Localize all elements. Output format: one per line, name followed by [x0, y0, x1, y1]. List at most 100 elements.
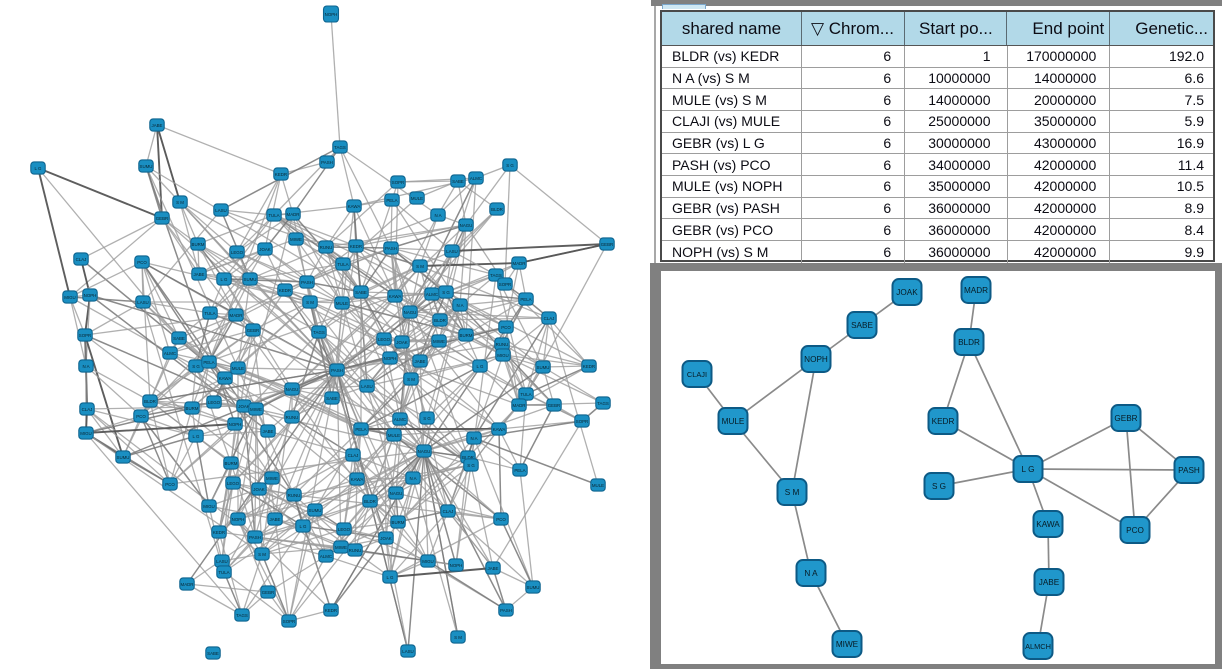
svg-text:N A: N A [804, 569, 818, 578]
svg-text:KEDR: KEDR [275, 172, 287, 177]
svg-text:SOPR: SOPR [392, 180, 404, 185]
svg-text:PELA: PELA [520, 297, 531, 302]
svg-text:SABE: SABE [207, 651, 219, 656]
svg-text:PASH: PASH [249, 535, 261, 540]
svg-text:LEGO: LEGO [231, 250, 244, 255]
svg-text:NOPH: NOPH [325, 12, 338, 17]
svg-text:SUMU: SUMU [244, 277, 257, 282]
svg-text:N A: N A [434, 213, 441, 218]
svg-text:S M: S M [306, 300, 314, 305]
svg-text:SOPR: SOPR [499, 282, 511, 287]
svg-text:CLAJ: CLAJ [544, 316, 555, 321]
svg-text:RUNU: RUNU [286, 415, 299, 420]
svg-text:RUNU: RUNU [320, 245, 333, 250]
svg-text:MIGU: MIGU [64, 295, 75, 300]
svg-text:GEBR: GEBR [262, 590, 274, 595]
svg-text:L G: L G [221, 277, 228, 282]
svg-text:PASH: PASH [301, 280, 313, 285]
svg-text:S G: S G [442, 290, 450, 295]
svg-text:TULA: TULA [218, 570, 229, 575]
svg-text:NAGU: NAGU [390, 491, 403, 496]
svg-text:NOPH: NOPH [804, 355, 828, 364]
svg-text:LASU: LASU [361, 384, 372, 389]
svg-text:S G: S G [192, 364, 200, 369]
svg-text:SUMU: SUMU [309, 508, 322, 513]
svg-text:MIGU: MIGU [80, 431, 91, 436]
svg-text:BLDR: BLDR [434, 318, 446, 323]
svg-text:GEBR: GEBR [156, 216, 168, 221]
svg-text:PASH: PASH [331, 368, 343, 373]
svg-text:MULE: MULE [592, 483, 604, 488]
svg-text:L G: L G [477, 364, 484, 369]
svg-text:TULA: TULA [268, 213, 279, 218]
svg-text:N A: N A [470, 436, 477, 441]
svg-text:ALMC: ALMC [470, 176, 482, 181]
svg-text:S M: S M [407, 377, 415, 382]
svg-text:LASU: LASU [137, 300, 148, 305]
svg-text:LEGO: LEGO [227, 481, 240, 486]
svg-text:L G: L G [387, 575, 394, 580]
svg-text:PELA: PELA [386, 198, 397, 203]
svg-text:S M: S M [785, 488, 800, 497]
svg-text:BURM: BURM [460, 333, 473, 338]
svg-text:TAGS: TAGS [490, 273, 502, 278]
svg-text:NOPH: NOPH [232, 517, 245, 522]
svg-text:MIWE: MIWE [836, 640, 859, 649]
svg-text:NAGU: NAGU [460, 223, 473, 228]
svg-text:KEDR: KEDR [350, 244, 362, 249]
svg-text:JABE: JABE [415, 359, 426, 364]
svg-text:RUNU: RUNU [496, 342, 509, 347]
svg-text:KAWA: KAWA [1036, 520, 1060, 529]
svg-text:ALMC: ALMC [394, 417, 406, 422]
svg-text:CLAJI: CLAJI [687, 370, 707, 379]
svg-text:LEGO: LEGO [208, 400, 221, 405]
svg-text:BURM: BURM [192, 242, 205, 247]
svg-text:NOPH: NOPH [450, 563, 463, 568]
svg-text:S M: S M [176, 200, 184, 205]
svg-text:NAGU: NAGU [418, 449, 431, 454]
svg-text:TULA: TULA [520, 392, 531, 397]
svg-text:NAGU: NAGU [286, 387, 299, 392]
svg-text:CLAJ: CLAJ [443, 509, 454, 514]
svg-text:JABE: JABE [1039, 578, 1060, 587]
svg-text:JABE: JABE [194, 272, 205, 277]
svg-text:PCO: PCO [496, 517, 506, 522]
svg-text:JABE: JABE [152, 123, 163, 128]
svg-text:SABE: SABE [452, 179, 464, 184]
svg-text:JABE: JABE [270, 517, 281, 522]
svg-text:LEGO: LEGO [378, 337, 391, 342]
svg-text:GEBR: GEBR [1114, 414, 1137, 423]
svg-text:KAWA: KAWA [219, 376, 232, 381]
svg-text:JOAK: JOAK [259, 247, 271, 252]
svg-text:MIWE: MIWE [290, 237, 302, 242]
svg-text:MULE: MULE [411, 196, 423, 201]
svg-text:KAWA: KAWA [348, 204, 361, 209]
svg-text:LASU: LASU [402, 649, 413, 654]
svg-text:KEDR: KEDR [325, 608, 337, 613]
svg-text:KEDR: KEDR [583, 364, 595, 369]
svg-text:LEGO: LEGO [338, 527, 351, 532]
svg-text:SUMU: SUMU [117, 455, 130, 460]
svg-text:S M: S M [258, 552, 266, 557]
svg-text:SABE: SABE [851, 321, 873, 330]
svg-text:BLDR: BLDR [364, 499, 376, 504]
svg-text:KAWA: KAWA [351, 477, 364, 482]
svg-text:MADR: MADR [230, 313, 243, 318]
svg-text:TULA: TULA [337, 262, 348, 267]
svg-text:CLAJ: CLAJ [82, 407, 93, 412]
svg-text:CLAJ: CLAJ [348, 453, 359, 458]
svg-text:MULE: MULE [722, 417, 745, 426]
svg-text:S G: S G [506, 163, 514, 168]
svg-text:L G: L G [300, 524, 307, 529]
svg-text:PASH: PASH [500, 608, 512, 613]
svg-text:BLDR: BLDR [462, 455, 474, 460]
svg-text:MIGU: MIGU [203, 504, 214, 509]
svg-text:BLDR: BLDR [958, 338, 980, 347]
svg-text:PCO: PCO [501, 325, 511, 330]
svg-text:JABE: JABE [263, 429, 274, 434]
svg-text:ALMC: ALMC [164, 351, 176, 356]
svg-text:L G: L G [35, 166, 42, 171]
svg-text:PCO: PCO [165, 482, 175, 487]
svg-text:N A: N A [456, 303, 463, 308]
svg-text:MADR: MADR [181, 582, 194, 587]
